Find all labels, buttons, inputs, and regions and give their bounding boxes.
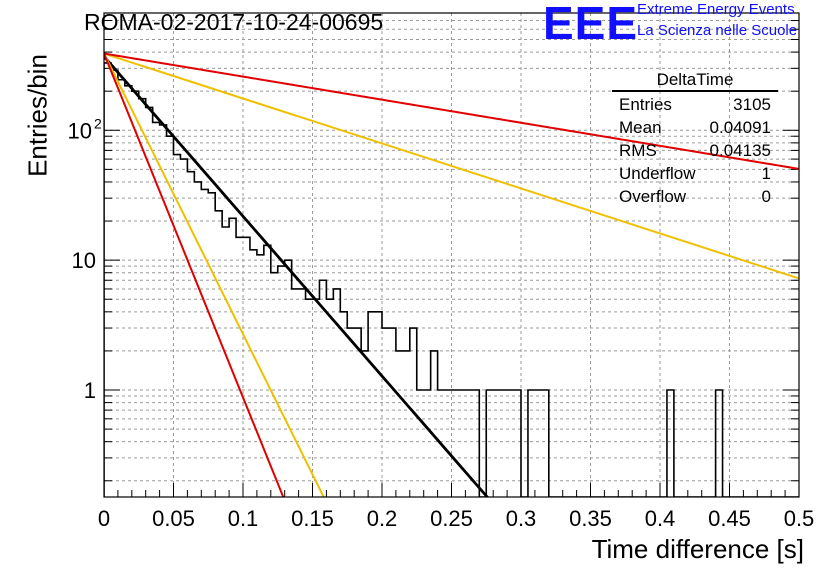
eee-logo: EEE (543, 0, 639, 49)
x-tick-label: 0.25 (430, 506, 473, 531)
stats-value: 0 (761, 187, 771, 206)
stats-row: Overflow 0 (612, 185, 778, 208)
stats-label: Underflow (619, 164, 696, 183)
y-tick-label: 10 (72, 248, 96, 273)
x-tick-label: 0.5 (784, 506, 815, 531)
x-tick-label: 0.4 (645, 506, 676, 531)
y-axis-label: Entries/bin (22, 54, 53, 177)
stats-label: Overflow (619, 187, 687, 206)
plot-frame (103, 12, 800, 498)
logo-line-2: La Scienza nelle Scuole (637, 22, 798, 39)
histogram-bars (104, 62, 799, 497)
x-tick-label: 0.2 (367, 506, 398, 531)
envelope-curve (104, 52, 799, 280)
stats-row: Entries 3105 (612, 93, 778, 116)
x-axis-label: Time difference [s] (591, 534, 804, 564)
stats-name: DeltaTime (612, 70, 778, 92)
x-tick-label: 0.05 (152, 506, 195, 531)
x-tick-label: 0.35 (569, 506, 612, 531)
x-tick-label: 0.15 (291, 506, 334, 531)
plot-title: ROMA-02-2017-10-24-00695 (84, 9, 384, 35)
x-tick-label: 0.1 (228, 506, 259, 531)
y-tick-exponent: 2 (94, 115, 102, 131)
envelope-curve (104, 53, 325, 497)
stats-label: RMS (619, 141, 657, 160)
stats-row: Mean 0.04091 (612, 116, 778, 139)
stats-value: 0.04091 (709, 118, 771, 137)
stats-row: RMS 0.04135 (612, 139, 778, 162)
stats-value: 1 (761, 164, 771, 183)
envelope-curve (104, 53, 285, 497)
stats-row: Underflow 1 (612, 162, 778, 185)
x-tick-label: 0 (98, 506, 110, 531)
stats-value: 0.04135 (709, 141, 771, 160)
x-tick-label: 0.3 (506, 506, 537, 531)
y-tick-label: 1 (84, 378, 96, 403)
x-tick-label: 0.45 (708, 506, 751, 531)
stats-value: 3105 (733, 95, 771, 114)
stats-box: DeltaTime Entries 3105 Mean 0.04091 RMS 0.0… (612, 70, 778, 208)
envelope-curve (104, 52, 799, 170)
stats-label: Entries (619, 95, 672, 114)
y-tick-label: 10 (68, 118, 92, 143)
stats-label: Mean (619, 118, 662, 137)
logo-line-1: Extreme Energy Events (637, 1, 795, 18)
fit-curve (104, 55, 490, 497)
